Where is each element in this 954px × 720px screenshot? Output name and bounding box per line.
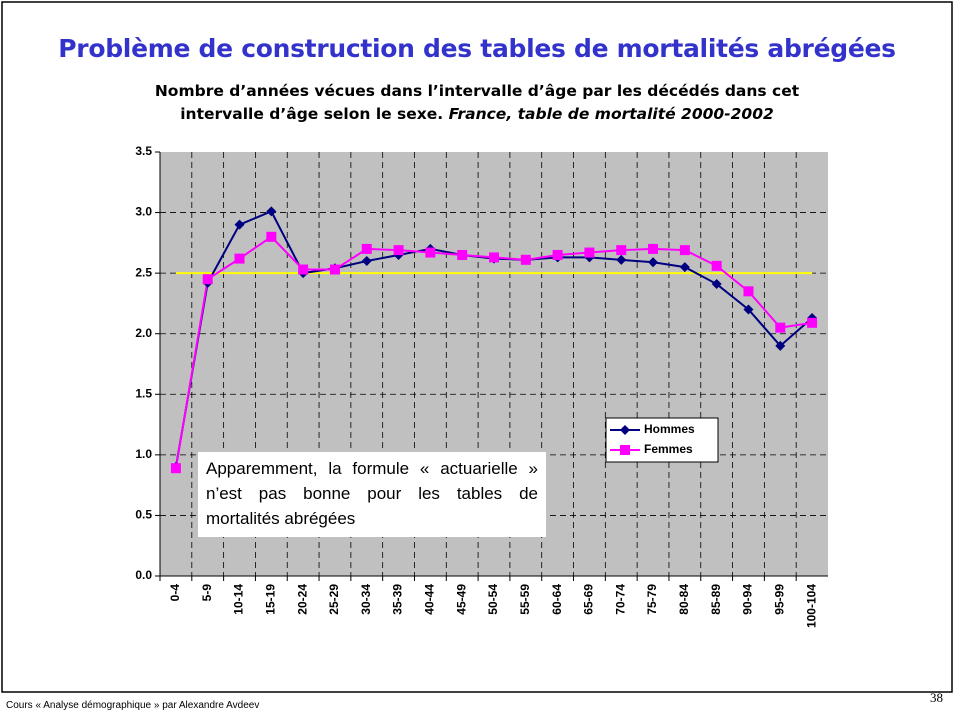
x-tick-label: 20-24: [295, 584, 309, 615]
point: [329, 264, 340, 275]
legend-marker: [620, 445, 630, 455]
y-tick-label: 1.0: [135, 447, 152, 461]
legend-label: Femmes: [644, 442, 693, 456]
point: [648, 257, 659, 268]
x-tick-label: 40-44: [423, 584, 437, 615]
x-tick-label: 65-69: [582, 584, 596, 615]
point: [425, 247, 436, 258]
point: [361, 256, 372, 267]
point: [807, 317, 818, 328]
point: [743, 286, 754, 297]
point: [648, 243, 659, 254]
point: [520, 254, 531, 265]
x-tick-label: 60-64: [550, 584, 564, 615]
point: [616, 254, 627, 265]
subtitle-note: France, table de mortalité 2000-2002: [448, 105, 774, 123]
subtitle-text: Nombre d’années vécues dans l’intervalle…: [154, 82, 800, 123]
point: [457, 249, 468, 260]
x-tick-label: 90-94: [741, 584, 755, 615]
x-tick-label: 45-49: [454, 584, 468, 615]
y-tick-label: 2.5: [135, 265, 152, 279]
x-tick-label: 25-29: [327, 584, 341, 615]
x-tick-label: 75-79: [645, 584, 659, 615]
point: [202, 274, 213, 285]
slide-border: [1, 1, 953, 693]
point: [743, 304, 754, 315]
x-tick-label: 0-4: [168, 584, 182, 602]
x-tick-label: 10-14: [232, 584, 246, 615]
x-tick-label: 80-84: [677, 584, 691, 615]
point: [775, 322, 786, 333]
point: [266, 206, 277, 217]
point: [393, 245, 404, 256]
point: [775, 340, 786, 351]
y-tick-label: 2.0: [135, 326, 152, 340]
point: [170, 463, 181, 474]
point: [616, 245, 627, 256]
x-tick-label: 15-19: [264, 584, 278, 615]
point: [298, 264, 309, 275]
point: [679, 245, 690, 256]
point: [679, 262, 690, 273]
y-tick-label: 3.0: [135, 205, 152, 219]
x-tick-label: 35-39: [391, 584, 405, 615]
page-number: 38: [930, 690, 943, 705]
point: [266, 231, 277, 242]
point: [711, 279, 722, 290]
y-tick-label: 0.0: [135, 568, 152, 582]
point: [584, 247, 595, 258]
x-tick-label: 85-89: [709, 584, 723, 615]
x-tick-label: 55-59: [518, 584, 532, 615]
y-tick-label: 0.5: [135, 508, 152, 522]
x-tick-label: 95-99: [772, 584, 786, 615]
point: [234, 253, 245, 264]
legend-label: Hommes: [644, 422, 695, 436]
point: [489, 252, 499, 263]
x-tick-label: 50-54: [486, 584, 500, 615]
x-tick-label: 70-74: [613, 584, 627, 615]
x-tick-label: 5-9: [200, 584, 214, 602]
point: [711, 260, 722, 271]
y-tick-label: 3.5: [135, 144, 152, 158]
legend-marker: [620, 425, 630, 435]
point: [552, 249, 563, 260]
x-tick-label: 100-104: [804, 584, 818, 628]
point: [361, 243, 372, 254]
annotation: Apparemment, la formule « actuarielle » …: [198, 452, 546, 537]
y-tick-label: 1.5: [135, 386, 152, 400]
title: Problème de construction des tables de m…: [58, 34, 896, 63]
subtitle: Nombre d’années vécues dans l’intervalle…: [150, 80, 804, 126]
x-tick-label: 30-34: [359, 584, 373, 615]
footer: Cours « Analyse démographique » par Alex…: [6, 700, 260, 711]
point: [234, 219, 245, 230]
